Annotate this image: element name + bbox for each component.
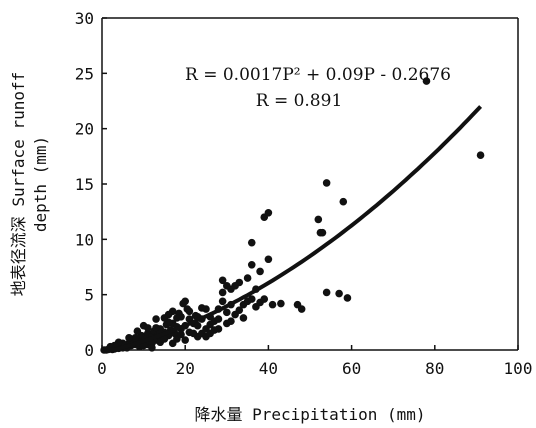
x-axis-label: 降水量 Precipitation (mm): [194, 405, 425, 424]
data-point: [339, 197, 348, 206]
data-point: [223, 308, 231, 317]
x-ticks: 0 20 40 60 80 100: [97, 345, 532, 378]
data-point: [256, 267, 264, 276]
r-value-annotation: R = 0.891: [256, 91, 343, 111]
data-point: [173, 314, 181, 322]
data-point: [343, 294, 352, 302]
data-point: [218, 276, 227, 285]
x-tick-label: 80: [425, 359, 444, 378]
data-point: [277, 299, 285, 308]
data-point: [247, 238, 256, 247]
fit-curve: [102, 105, 483, 352]
y-tick-label: 0: [84, 341, 94, 360]
data-point: [181, 297, 189, 306]
data-point: [193, 321, 202, 330]
data-point: [314, 215, 323, 224]
data-point: [133, 327, 142, 335]
data-point: [218, 288, 227, 297]
data-point: [264, 255, 273, 264]
data-point: [148, 343, 156, 352]
data-point: [297, 305, 306, 313]
y-tick-label: 10: [75, 230, 94, 249]
y-tick-label: 20: [75, 120, 94, 139]
y-ticks: 0 5 10 15 20 25 30: [75, 9, 107, 360]
data-point: [206, 329, 214, 338]
data-point: [322, 179, 331, 187]
data-point: [235, 306, 244, 314]
data-point: [181, 336, 189, 344]
y-tick-label: 30: [75, 9, 94, 28]
data-point: [260, 295, 269, 303]
data-point: [476, 151, 485, 160]
data-point: [189, 329, 198, 338]
x-tick-label: 20: [176, 359, 195, 378]
data-point: [143, 324, 152, 332]
data-point: [125, 334, 133, 342]
data-point: [422, 77, 431, 85]
data-point: [160, 335, 169, 343]
y-axis-label-line2: depth (mm): [31, 136, 50, 232]
data-point: [322, 288, 331, 297]
data-point: [177, 330, 185, 339]
data-point: [318, 228, 327, 237]
data-point: [152, 324, 160, 332]
data-point: [247, 260, 256, 269]
y-tick-label: 25: [75, 64, 94, 83]
data-point: [160, 314, 169, 322]
y-tick-label: 15: [75, 175, 94, 194]
y-tick-label: 5: [84, 286, 94, 305]
data-point: [227, 317, 235, 326]
x-tick-label: 40: [259, 359, 278, 378]
data-point: [218, 297, 227, 306]
equation-annotation: R = 0.0017P² + 0.09P - 0.2676: [185, 65, 451, 85]
data-point: [227, 285, 235, 293]
data-point: [264, 208, 273, 217]
data-point: [247, 295, 256, 303]
data-point: [198, 304, 206, 312]
data-point: [152, 315, 160, 323]
x-tick-label: 0: [97, 359, 107, 378]
data-point: [335, 289, 343, 298]
data-points: [100, 77, 485, 354]
data-point: [214, 315, 223, 323]
x-tick-label: 60: [342, 359, 361, 378]
x-tick-label: 100: [504, 359, 533, 378]
data-point: [239, 314, 248, 322]
data-point: [168, 339, 177, 348]
data-point: [131, 334, 140, 342]
data-point: [268, 300, 277, 309]
data-point: [243, 274, 252, 282]
data-point: [185, 307, 194, 316]
y-axis-label-line1: 地表径流深 Surface runoff: [9, 72, 28, 297]
